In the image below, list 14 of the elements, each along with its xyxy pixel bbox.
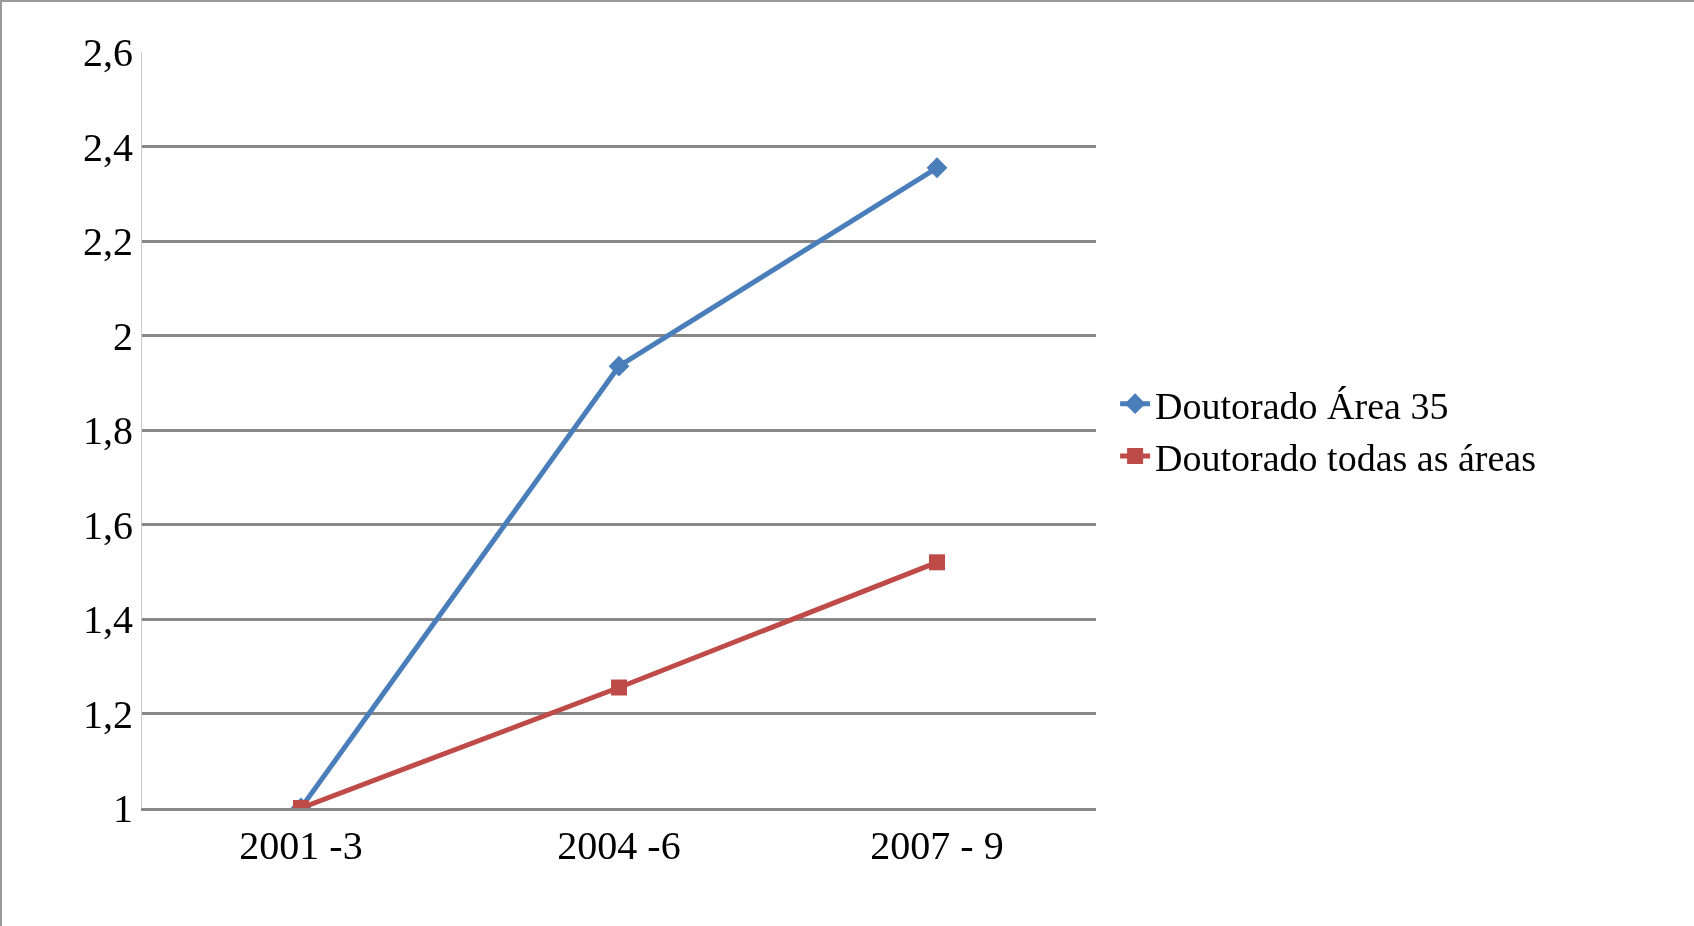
x-tick-label: 2004 -6 [557,823,681,868]
y-tick-label: 1,2 [83,691,133,737]
y-tick-label: 1 [113,786,133,831]
x-tick-label: 2001 -3 [239,823,363,868]
x-tick-label: 2007 - 9 [870,823,1004,868]
legend-label: Doutorado todas as áreas [1155,436,1537,479]
y-tick-label: 1,8 [83,408,133,453]
y-tick-label: 2,2 [83,219,133,264]
y-tick-label: 1,6 [83,502,133,548]
y-tick-label: 2,6 [83,30,133,75]
y-tick-label: 2 [113,313,133,359]
legend-label: Doutorado Área 35 [1155,384,1449,427]
y-tick-label: 1,4 [83,597,133,642]
y-tick-label: 2,4 [83,124,133,170]
